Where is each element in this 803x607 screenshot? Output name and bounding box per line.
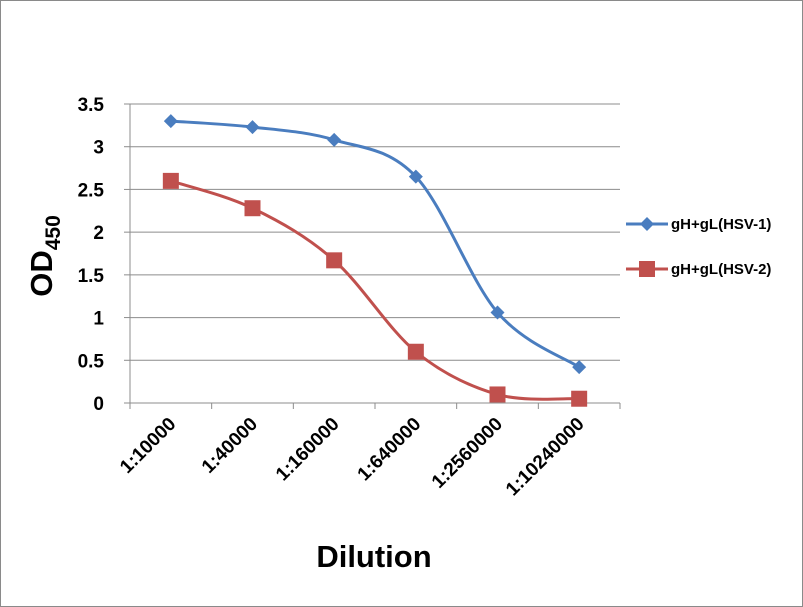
- y-axis-title-sub: 450: [42, 215, 65, 250]
- data-point-s2-5: [489, 386, 506, 403]
- legend-marker-2: [639, 261, 655, 277]
- data-point-s1-6: [572, 360, 587, 375]
- data-point-s2-1: [162, 172, 179, 189]
- y-tick-label: 1: [93, 309, 104, 330]
- x-tick-label: 1:40000: [198, 414, 262, 478]
- series-group: [162, 114, 588, 407]
- y-tick-label: 2.5: [78, 180, 105, 201]
- x-axis-title: Dilution: [316, 539, 431, 574]
- x-tick-label: 1:160000: [272, 414, 344, 486]
- x-tick-label: 1:640000: [354, 414, 426, 486]
- series-line-2: [170, 179, 580, 401]
- y-axis-ticks: 0 0.5 1 1.5 2 2.5 3 3.5: [78, 95, 130, 415]
- data-point-s1-3: [327, 132, 342, 147]
- series-line-1: [170, 119, 581, 369]
- legend-label-2: gH+gL(HSV-2): [671, 261, 771, 278]
- data-point-s1-5: [490, 305, 505, 320]
- y-tick-label: 0.5: [78, 351, 105, 372]
- data-point-s2-2: [244, 200, 261, 217]
- data-point-s1-1: [163, 114, 178, 129]
- y-tick-label: 1.5: [78, 266, 105, 287]
- y-axis-title: OD450: [24, 215, 65, 297]
- legend-label-1: gH+gL(HSV-1): [671, 216, 771, 233]
- data-point-s1-4: [408, 169, 423, 184]
- y-tick-label: 0: [93, 394, 104, 415]
- x-tick-label: 1:10000: [116, 414, 180, 478]
- x-tick-label: 1:10240000: [502, 414, 589, 501]
- y-axis-title-main: OD: [24, 250, 59, 297]
- x-axis-ticks: 1:10000 1:40000 1:160000 1:640000 1:25600001…: [116, 403, 621, 501]
- x-tick-label: 1:2560000: [428, 414, 507, 493]
- y-tick-label: 2: [93, 223, 104, 244]
- gridlines: [130, 103, 620, 361]
- data-point-s2-6: [571, 390, 588, 407]
- legend-marker-1: [640, 217, 654, 231]
- axes: [129, 104, 620, 404]
- legend: gH+gL(HSV-1) gH+gL(HSV-2): [626, 216, 771, 278]
- y-tick-label: 3.5: [78, 95, 105, 116]
- data-point-s2-4: [407, 343, 424, 360]
- data-point-s2-3: [326, 252, 343, 269]
- y-tick-label: 3: [93, 138, 104, 159]
- data-point-s1-2: [245, 120, 260, 135]
